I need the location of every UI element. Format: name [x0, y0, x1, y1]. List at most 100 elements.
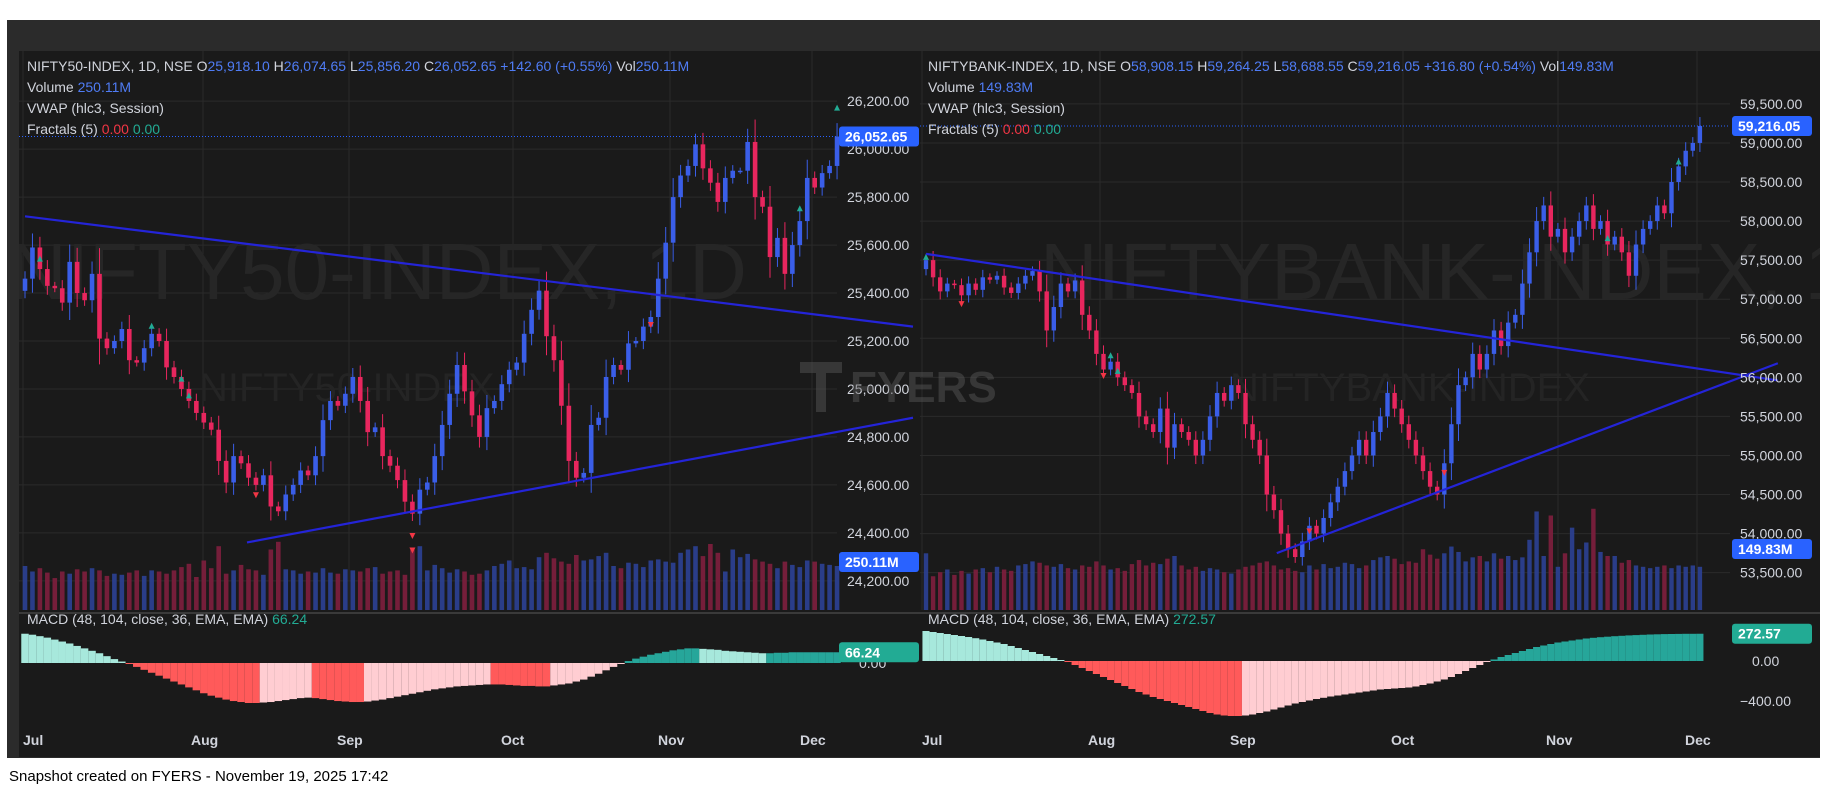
- macd-hist-bar: [1348, 661, 1356, 694]
- macd-hist-bar: [1618, 635, 1626, 661]
- watermark-symbol: NIFTYBANK-INDEX, 1D: [1040, 227, 1820, 316]
- open-label: O: [196, 58, 208, 74]
- volume-bar: [156, 571, 162, 610]
- macd-hist-bar: [110, 659, 119, 663]
- volume-legend[interactable]: Volume 149.83M: [928, 77, 1033, 98]
- volume-bar: [37, 568, 43, 610]
- price-tick-label: 55,000.00: [1740, 447, 1802, 463]
- volume-bar: [1293, 570, 1298, 610]
- volume-bar: [335, 573, 341, 610]
- last-price-badge: 59,216.05: [1738, 118, 1800, 134]
- volume-bar: [633, 563, 639, 610]
- candle-body: [179, 376, 184, 389]
- niftybank-chart-canvas[interactable]: NIFTYBANK-INDEX, 1D NIFTYBANK-INDEX 59,500…: [920, 51, 1820, 757]
- macd-hist-bar: [51, 639, 59, 663]
- macd-hist-bar: [520, 663, 528, 686]
- macd-hist-bar: [535, 663, 543, 687]
- candle-body: [253, 477, 259, 485]
- candle-body: [290, 484, 296, 495]
- candle-body: [1108, 361, 1113, 370]
- macd-legend[interactable]: MACD (48, 104, close, 36, EMA, EMA) 66.2…: [27, 609, 307, 630]
- macd-hist-bar: [965, 637, 973, 661]
- candle-body: [313, 456, 318, 476]
- volume-legend-value: 250.11M: [77, 79, 132, 95]
- symbol-label[interactable]: NIFTYBANK-INDEX, 1D, NSE: [928, 58, 1117, 74]
- macd-hist-bar: [237, 663, 245, 703]
- price-series: [22, 119, 840, 526]
- macd-hist-bar: [1561, 641, 1569, 661]
- last-price-badge-bg: [839, 126, 919, 147]
- volume-bar: [454, 569, 460, 610]
- volume-bar: [685, 549, 691, 610]
- macd-hist-bar: [1135, 661, 1143, 692]
- volume-bar: [1427, 554, 1433, 610]
- macd-hist-bar: [1284, 661, 1292, 706]
- nifty50-chart-panel[interactable]: NIFTY50-INDEX, 1D NIFTY50-INDEX 26,200.00 2…: [19, 51, 920, 757]
- fractal-down-marker: [958, 301, 965, 308]
- volume-bar: [1278, 569, 1284, 610]
- candle-body: [693, 144, 698, 166]
- fractal-down-marker: [1441, 469, 1448, 476]
- volume-bar: [1442, 553, 1447, 610]
- volume-bar: [775, 568, 780, 610]
- volume-bar: [1562, 553, 1568, 610]
- candle-body: [1662, 205, 1667, 214]
- macd-hist-bar: [1568, 640, 1576, 661]
- macd-hist-bar: [490, 663, 499, 685]
- macd-hist-bar: [1682, 633, 1690, 661]
- vwap-legend[interactable]: VWAP (hlc3, Session): [27, 100, 164, 116]
- macd-hist-bar: [512, 663, 521, 686]
- fractal-down-marker: [409, 533, 416, 540]
- niftybank-chart-panel[interactable]: NIFTYBANK-INDEX, 1D NIFTYBANK-INDEX 59,500…: [920, 51, 1820, 757]
- candle-body: [1349, 455, 1355, 472]
- candle-body: [305, 470, 311, 476]
- volume-bar: [357, 571, 363, 610]
- fractal-up-marker: [796, 205, 803, 212]
- candle-body: [1669, 182, 1674, 214]
- volume-bar: [1534, 511, 1539, 610]
- macd-hist-bar: [1163, 661, 1171, 701]
- volume-bar: [261, 574, 266, 610]
- volume-bar: [439, 568, 445, 610]
- macd-hist-bar: [1078, 661, 1086, 668]
- candle-body: [1633, 244, 1639, 276]
- volume-legend[interactable]: Volume 250.11M: [27, 77, 131, 98]
- trend-line: [1276, 362, 1779, 555]
- volume-bar: [1023, 564, 1028, 610]
- fractal-down-marker: [409, 547, 416, 554]
- candle-body: [1243, 392, 1248, 425]
- fractals-value-up: 0.00: [132, 121, 161, 137]
- candle-body: [715, 182, 721, 202]
- candle-body: [790, 245, 795, 274]
- nifty50-chart-canvas[interactable]: NIFTY50-INDEX, 1DNIFTY50-INDEX26,200.002…: [19, 51, 920, 757]
- macd-hist-bar: [393, 663, 402, 697]
- vol-value: 250.11M: [635, 58, 690, 74]
- price-tick-label: 54,000.00: [1740, 526, 1802, 542]
- macd-hist-bar: [647, 654, 655, 663]
- macd-hist-bar: [282, 663, 290, 701]
- symbol-label[interactable]: NIFTY50-INDEX, 1D, NSE: [27, 58, 193, 74]
- volume-badge: 250.11M: [845, 554, 899, 570]
- volume-bar: [313, 572, 318, 610]
- macd-legend[interactable]: MACD (48, 104, close, 36, EMA, EMA) 272.…: [928, 609, 1216, 630]
- volume-bar: [1392, 558, 1397, 610]
- candle-body: [1378, 416, 1383, 433]
- fractals-legend[interactable]: Fractals (5) 0.00 0.00: [27, 119, 160, 140]
- fractals-legend[interactable]: Fractals (5) 0.00 0.00: [928, 119, 1061, 140]
- macd-hist-bar: [125, 663, 134, 664]
- vwap-legend[interactable]: VWAP (hlc3, Session): [928, 100, 1065, 116]
- volume-bar: [1569, 527, 1575, 610]
- volume-bar: [1193, 566, 1198, 610]
- volume-bar: [1342, 562, 1348, 610]
- macd-hist-bar: [1185, 661, 1193, 707]
- candle-body: [223, 460, 229, 483]
- volume-bar: [1484, 561, 1490, 610]
- volume-bar: [238, 564, 244, 610]
- volume-bar: [1520, 557, 1525, 610]
- volume-bar: [179, 567, 184, 610]
- macd-hist-bar: [386, 663, 394, 699]
- macd-hist-bar: [147, 663, 156, 673]
- volume-bar: [223, 573, 229, 610]
- macd-hist-bar: [714, 649, 722, 663]
- volume-bar: [1257, 562, 1262, 610]
